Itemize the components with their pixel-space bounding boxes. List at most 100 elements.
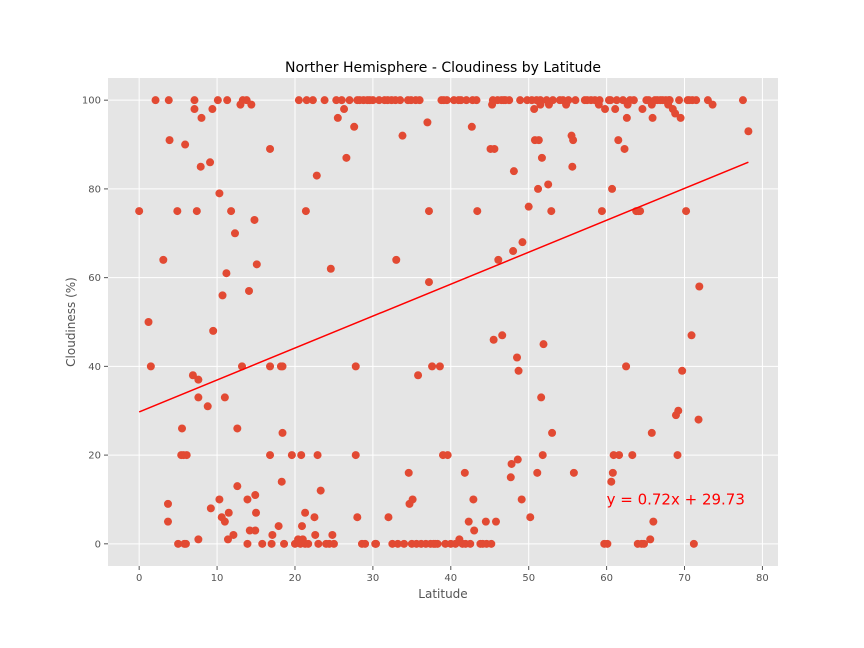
data-point (622, 362, 631, 371)
data-point (220, 393, 229, 402)
data-point (266, 362, 275, 371)
data-point (571, 96, 580, 105)
data-point (384, 513, 393, 522)
data-point (164, 96, 173, 105)
data-point (326, 264, 335, 273)
data-point (509, 167, 518, 176)
regression-line (138, 161, 749, 413)
data-point (243, 495, 252, 504)
data-point (353, 513, 362, 522)
data-point (337, 96, 346, 105)
data-point (342, 153, 351, 162)
data-point (329, 539, 338, 548)
data-point (415, 96, 424, 105)
data-point (222, 269, 231, 278)
data-point (194, 375, 203, 384)
data-point (537, 393, 546, 402)
data-point (548, 96, 557, 105)
data-point (203, 402, 212, 411)
data-point (472, 96, 481, 105)
data-point (466, 539, 475, 548)
data-point (636, 207, 645, 216)
data-point (516, 96, 525, 105)
data-point (194, 535, 203, 544)
data-point (266, 451, 275, 460)
data-point (182, 451, 191, 460)
data-point (165, 136, 174, 145)
data-point (424, 207, 433, 216)
data-point (536, 100, 545, 109)
data-point (568, 162, 577, 171)
data-point (233, 424, 242, 433)
data-point (470, 526, 479, 535)
data-point (163, 517, 172, 526)
data-point (569, 468, 578, 477)
data-point (227, 207, 236, 216)
data-point (689, 539, 698, 548)
data-point (268, 530, 277, 539)
data-point (708, 100, 717, 109)
y-tick-label: 60 (88, 273, 101, 284)
data-point (674, 406, 683, 415)
data-point (400, 539, 409, 548)
data-point (629, 96, 638, 105)
data-point (302, 96, 311, 105)
data-point (398, 131, 407, 140)
data-point (509, 247, 518, 256)
chart-title: Norther Hemisphere - Cloudiness by Latit… (285, 60, 601, 76)
data-point (250, 215, 259, 224)
data-point (537, 153, 546, 162)
data-point (646, 535, 655, 544)
data-point (597, 207, 606, 216)
data-point (694, 415, 703, 424)
data-point (340, 105, 349, 114)
data-point (243, 539, 252, 548)
data-point (603, 539, 612, 548)
data-point (280, 539, 289, 548)
data-point (229, 530, 238, 539)
data-point (608, 184, 617, 193)
data-point (311, 530, 320, 539)
data-point (481, 517, 490, 526)
data-point (316, 486, 325, 495)
data-point (612, 96, 621, 105)
data-point (569, 136, 578, 145)
data-point (548, 428, 557, 437)
data-point (233, 482, 242, 491)
data-point (469, 495, 478, 504)
data-point (220, 517, 229, 526)
data-point (462, 96, 471, 105)
data-point (460, 468, 469, 477)
data-point (640, 539, 648, 548)
data-point (393, 539, 402, 548)
data-point (278, 428, 287, 437)
data-point (223, 96, 232, 105)
data-point (539, 340, 548, 349)
x-tick-label: 10 (211, 573, 224, 584)
data-point (350, 122, 359, 131)
data-point (611, 105, 620, 114)
data-point (628, 451, 637, 460)
data-point (163, 499, 172, 508)
data-point (473, 207, 482, 216)
data-point (173, 207, 182, 216)
data-point (608, 468, 617, 477)
data-point (245, 286, 254, 295)
data-point (361, 539, 370, 548)
x-tick-label: 30 (367, 573, 380, 584)
data-point (491, 517, 500, 526)
data-point (274, 522, 283, 531)
data-point (372, 539, 380, 548)
data-point (673, 451, 682, 460)
data-point (368, 96, 377, 105)
data-point (692, 96, 701, 105)
data-point (310, 513, 319, 522)
data-point (267, 539, 276, 548)
data-point (258, 539, 267, 548)
data-point (498, 331, 507, 340)
data-point (251, 491, 260, 500)
data-point (196, 162, 205, 171)
data-point (351, 451, 360, 460)
data-point (404, 468, 413, 477)
